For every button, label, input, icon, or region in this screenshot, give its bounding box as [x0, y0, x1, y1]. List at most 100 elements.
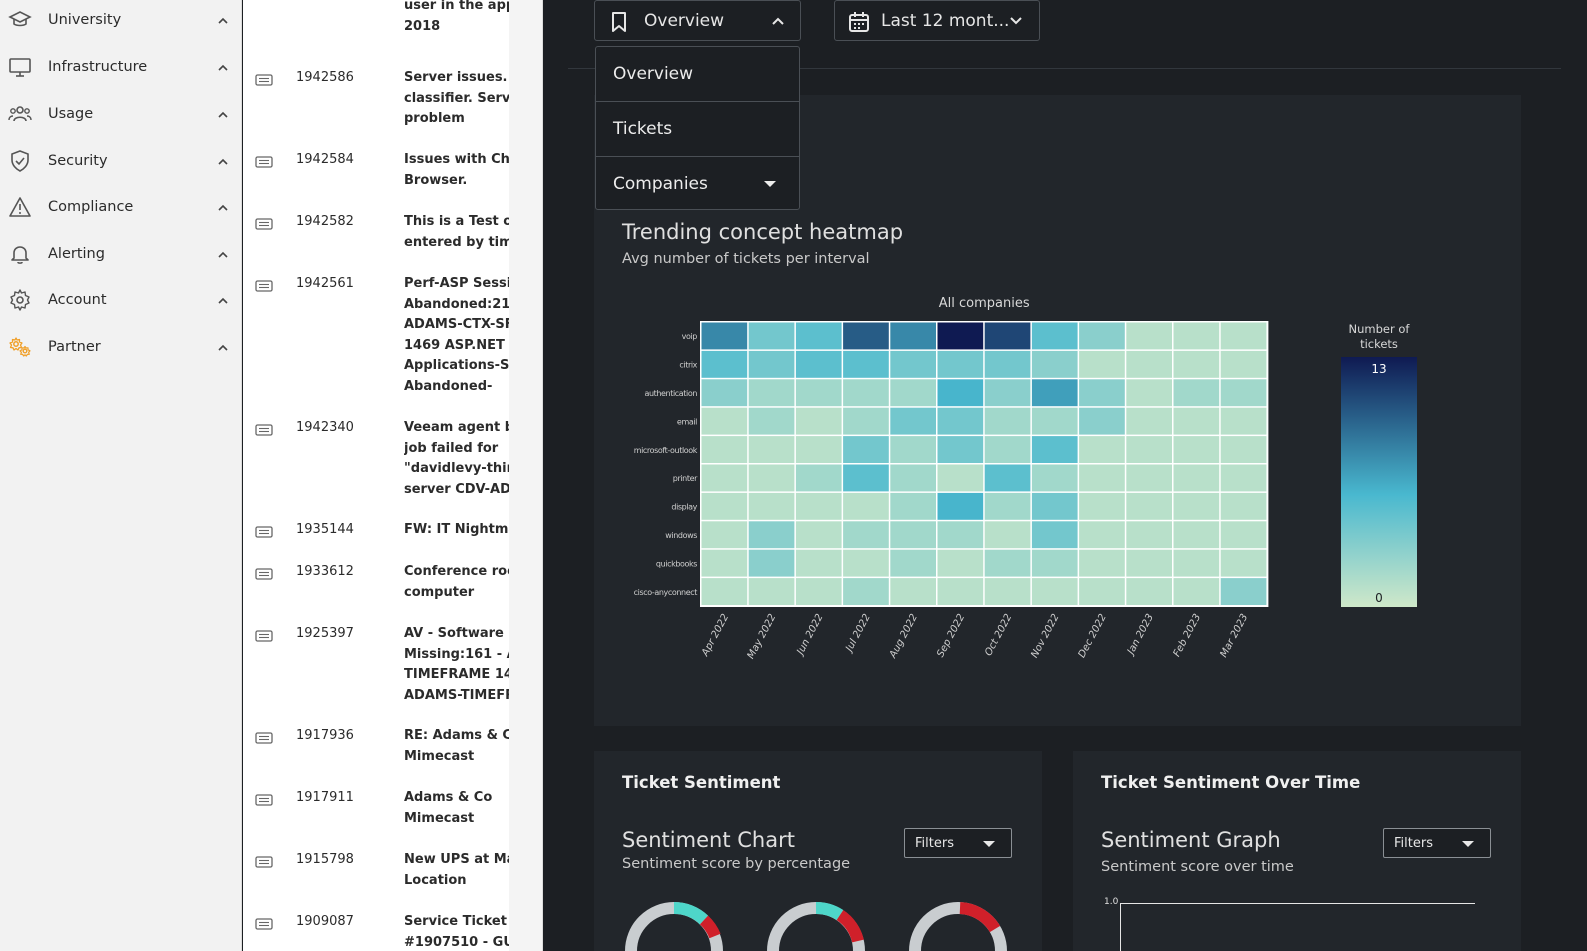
heatmap-cell[interactable]: [1079, 436, 1125, 463]
heatmap-cell[interactable]: [937, 492, 984, 520]
chevron-up-icon[interactable]: [216, 293, 230, 307]
heatmap-cell[interactable]: [843, 350, 889, 378]
heatmap-cell[interactable]: [1220, 549, 1267, 577]
heatmap-cell[interactable]: [748, 578, 795, 605]
heatmap-cell[interactable]: [1126, 492, 1172, 520]
heatmap-cell[interactable]: [1031, 379, 1078, 407]
heatmap-cell[interactable]: [843, 464, 889, 492]
sidebar-item-infrastructure[interactable]: Infrastructure: [0, 47, 242, 87]
heatmap-cell[interactable]: [795, 549, 842, 577]
heatmap-cell[interactable]: [937, 549, 984, 577]
heatmap-cell[interactable]: [843, 492, 889, 520]
heatmap-cell[interactable]: [890, 350, 936, 378]
heatmap-cell[interactable]: [1079, 492, 1125, 520]
heatmap-cell[interactable]: [937, 350, 984, 378]
menu-item-overview[interactable]: Overview: [596, 47, 799, 101]
heatmap-cell[interactable]: [890, 436, 936, 463]
heatmap-cell[interactable]: [795, 578, 842, 605]
heatmap-cell[interactable]: [843, 521, 889, 549]
heatmap-cell[interactable]: [984, 407, 1031, 435]
heatmap-cell[interactable]: [701, 521, 748, 549]
heatmap-cell[interactable]: [701, 379, 748, 407]
heatmap-cell[interactable]: [701, 492, 748, 520]
heatmap-cell[interactable]: [843, 436, 889, 463]
heatmap-cell[interactable]: [984, 379, 1031, 407]
heatmap-cell[interactable]: [1079, 350, 1125, 378]
heatmap-cell[interactable]: [843, 549, 889, 577]
menu-item-tickets[interactable]: Tickets: [596, 102, 799, 156]
date-range-dropdown[interactable]: Last 12 mont...: [834, 0, 1040, 41]
chevron-up-icon[interactable]: [216, 340, 230, 354]
heatmap-cell[interactable]: [984, 521, 1031, 549]
heatmap-cell[interactable]: [795, 322, 842, 350]
heatmap-cell[interactable]: [890, 578, 936, 605]
heatmap-cell[interactable]: [748, 521, 795, 549]
heatmap-cell[interactable]: [1079, 407, 1125, 435]
heatmap-cell[interactable]: [1173, 350, 1220, 378]
heatmap-cell[interactable]: [984, 549, 1031, 577]
view-dropdown[interactable]: Overview: [594, 0, 801, 41]
sidebar-item-account[interactable]: Account: [0, 280, 242, 320]
chevron-up-icon[interactable]: [216, 200, 230, 214]
heatmap-cell[interactable]: [937, 322, 984, 350]
heatmap-cell[interactable]: [937, 379, 984, 407]
heatmap-cell[interactable]: [1031, 521, 1078, 549]
heatmap-cell[interactable]: [1173, 379, 1220, 407]
heatmap-cell[interactable]: [795, 464, 842, 492]
heatmap-cell[interactable]: [1173, 521, 1220, 549]
heatmap-cell[interactable]: [937, 521, 984, 549]
heatmap-cell[interactable]: [1031, 578, 1078, 605]
heatmap-cell[interactable]: [1220, 350, 1267, 378]
heatmap-cell[interactable]: [795, 492, 842, 520]
heatmap-cell[interactable]: [1220, 322, 1267, 350]
sidebar-item-partner[interactable]: Partner: [0, 327, 242, 367]
heatmap-cell[interactable]: [843, 407, 889, 435]
sidebar-item-alerting[interactable]: Alerting: [0, 234, 242, 274]
heatmap-cell[interactable]: [795, 436, 842, 463]
heatmap-cell[interactable]: [1126, 549, 1172, 577]
heatmap-cell[interactable]: [795, 350, 842, 378]
heatmap-cell[interactable]: [984, 492, 1031, 520]
heatmap-cell[interactable]: [843, 322, 889, 350]
heatmap-cell[interactable]: [890, 521, 936, 549]
heatmap-cell[interactable]: [984, 350, 1031, 378]
heatmap-cell[interactable]: [843, 578, 889, 605]
heatmap-cell[interactable]: [748, 492, 795, 520]
heatmap-cell[interactable]: [890, 549, 936, 577]
heatmap-cell[interactable]: [1126, 322, 1172, 350]
chevron-up-icon[interactable]: [216, 154, 230, 168]
heatmap-cell[interactable]: [1126, 436, 1172, 463]
heatmap-cell[interactable]: [795, 407, 842, 435]
sentiment-filters-dropdown[interactable]: Filters: [904, 828, 1012, 858]
heatmap-cell[interactable]: [1079, 549, 1125, 577]
heatmap-cell[interactable]: [890, 379, 936, 407]
heatmap-cell[interactable]: [701, 322, 748, 350]
heatmap-cell[interactable]: [890, 492, 936, 520]
chevron-up-icon[interactable]: [216, 247, 230, 261]
menu-item-companies[interactable]: Companies: [596, 157, 799, 211]
heatmap-cell[interactable]: [748, 322, 795, 350]
heatmap-cell[interactable]: [843, 379, 889, 407]
chevron-up-icon[interactable]: [216, 13, 230, 27]
heatmap-cell[interactable]: [1173, 464, 1220, 492]
heatmap-cell[interactable]: [748, 407, 795, 435]
sentiment-time-filters-dropdown[interactable]: Filters: [1383, 828, 1491, 858]
heatmap-cell[interactable]: [1126, 578, 1172, 605]
heatmap-cell[interactable]: [701, 578, 748, 605]
heatmap-cell[interactable]: [701, 350, 748, 378]
heatmap-cell[interactable]: [748, 379, 795, 407]
heatmap-cell[interactable]: [984, 464, 1031, 492]
heatmap-cell[interactable]: [701, 407, 748, 435]
heatmap-cell[interactable]: [1220, 379, 1267, 407]
heatmap-cell[interactable]: [795, 379, 842, 407]
heatmap-cell[interactable]: [890, 322, 936, 350]
heatmap-cell[interactable]: [890, 407, 936, 435]
heatmap-cell[interactable]: [890, 464, 936, 492]
heatmap-cell[interactable]: [1126, 521, 1172, 549]
heatmap-cell[interactable]: [1031, 350, 1078, 378]
heatmap-cell[interactable]: [1173, 407, 1220, 435]
sidebar-item-usage[interactable]: Usage: [0, 94, 242, 134]
heatmap-cell[interactable]: [1173, 436, 1220, 463]
heatmap-cell[interactable]: [1079, 464, 1125, 492]
sidebar-item-security[interactable]: Security: [0, 141, 242, 181]
